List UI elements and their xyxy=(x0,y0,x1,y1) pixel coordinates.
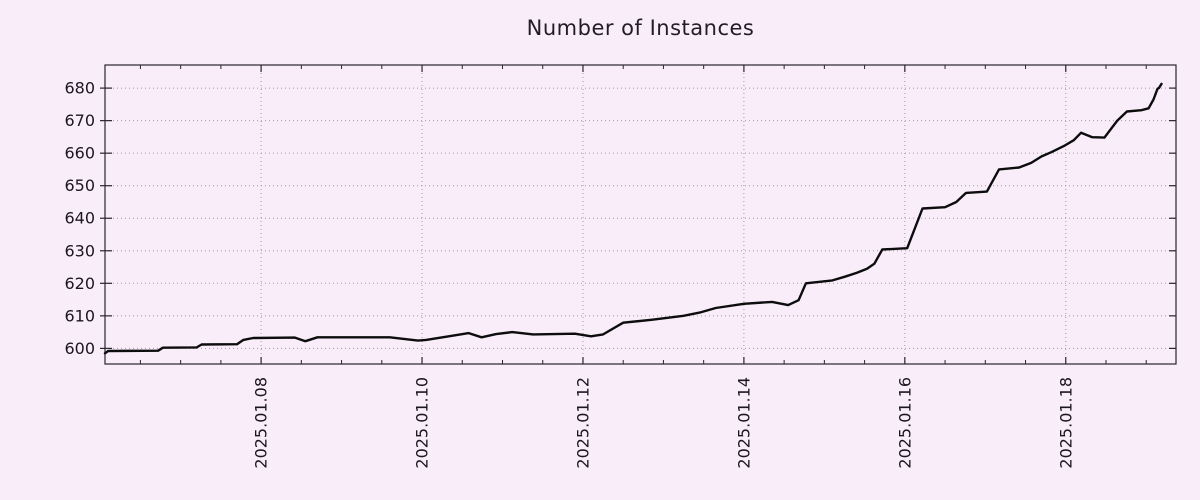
x-tick-label: 2025.01.10 xyxy=(413,377,432,469)
y-tick-label: 620 xyxy=(64,274,95,293)
x-tick-label: 2025.01.14 xyxy=(734,377,753,469)
x-tick-label: 2025.01.12 xyxy=(573,377,592,469)
chart-title: Number of Instances xyxy=(526,16,755,40)
y-tick-label: 660 xyxy=(64,144,95,163)
x-tick-label: 2025.01.18 xyxy=(1056,377,1075,469)
series-line xyxy=(103,82,1163,355)
y-tick-label: 680 xyxy=(64,79,95,98)
plot-border xyxy=(104,64,1177,365)
y-tick-label: 670 xyxy=(64,111,95,130)
y-tick-label: 650 xyxy=(64,176,95,195)
y-tick-label: 600 xyxy=(64,339,95,358)
y-tick-label: 640 xyxy=(64,209,95,228)
x-tick-label: 2025.01.08 xyxy=(252,377,271,469)
x-tick-label: 2025.01.16 xyxy=(895,377,914,469)
y-tick-label: 630 xyxy=(64,241,95,260)
y-tick-label: 610 xyxy=(64,306,95,325)
